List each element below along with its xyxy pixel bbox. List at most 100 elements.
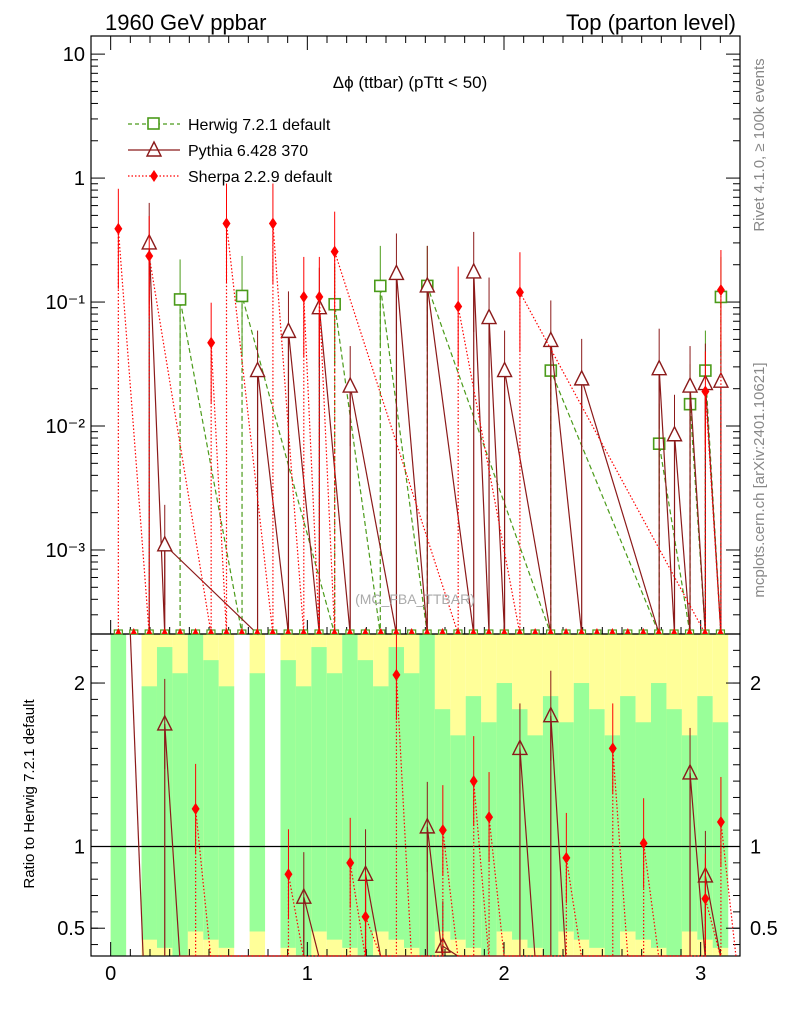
- ratio-band-green: [589, 709, 605, 948]
- herwig-point: [235, 289, 249, 303]
- main-ytick-label: 1: [74, 168, 85, 190]
- ratio-band-green: [527, 735, 543, 948]
- herwig-point: [373, 279, 387, 293]
- chart-title: Δϕ (ttbar) (pTtt < 50): [333, 73, 488, 92]
- sherpa-zero-point: [130, 628, 137, 634]
- sherpa-zero-point: [362, 628, 369, 634]
- ratio-band-green: [326, 673, 343, 940]
- ratio-band-green: [373, 686, 389, 932]
- legend-sherpa-label: Sherpa 2.2.9 default: [188, 169, 333, 186]
- ratio-pythia-point: [542, 706, 559, 723]
- pythia-point: [496, 361, 513, 378]
- ratio-sherpa-point: [469, 775, 478, 788]
- ratio-ytick-label: 0.5: [57, 918, 85, 940]
- ratio-band-green: [357, 660, 374, 956]
- ratio-band-green: [249, 673, 266, 932]
- main-axes: 10 1 10⁻¹ 10⁻² 10⁻³: [46, 36, 740, 634]
- sherpa-point: [515, 286, 524, 299]
- ratio-band-green: [620, 696, 636, 932]
- sherpa-zero-point: [470, 628, 477, 634]
- sherpa-zero-point: [408, 628, 415, 634]
- ratio-sherpa-point: [608, 742, 617, 755]
- ratio-sherpa-point: [361, 910, 370, 923]
- ratio-pythia-point: [681, 763, 699, 780]
- sherpa-point: [454, 300, 463, 313]
- sherpa-zero-point: [454, 628, 461, 634]
- ratio-ytick-label-right: 2: [750, 673, 761, 695]
- ratio-uncertainty-bands: [110, 634, 729, 956]
- pythia-point: [542, 330, 559, 348]
- ratio-band-green: [496, 683, 513, 932]
- ratio-ylabel: Ratio to Herwig 7.2.1 default: [21, 699, 38, 889]
- sherpa-zero-point: [593, 628, 600, 634]
- sherpa-zero-point: [424, 628, 431, 634]
- sherpa-zero-point: [624, 628, 631, 634]
- sherpa-zero-point: [238, 628, 245, 634]
- main-ytick-label: 10⁻³: [46, 540, 86, 562]
- ratio-line-1: [195, 674, 737, 957]
- sherpa-zero-point: [640, 628, 647, 634]
- sherpa-zero-point: [655, 628, 662, 634]
- ratio-band-green: [311, 647, 327, 932]
- sherpa-zero-point: [254, 628, 261, 634]
- sherpa-zero-point: [609, 628, 616, 634]
- xtick-label: 0: [105, 963, 116, 985]
- ratio-ytick-label-right: 1: [750, 836, 761, 858]
- ratio-ytick-label: 2: [74, 673, 85, 695]
- ratio-sherpa-point: [639, 837, 648, 850]
- ratio-band-green: [110, 634, 127, 956]
- ratio-band-green: [388, 647, 404, 940]
- sherpa-zero-point: [223, 628, 230, 634]
- ratio-pythia-point: [511, 738, 529, 756]
- watermark: (MC_FBA_TTBAR): [355, 591, 475, 607]
- sherpa-point: [222, 217, 231, 230]
- ratio-band-green: [666, 709, 682, 956]
- pythia-point: [388, 263, 405, 281]
- sherpa-zero-point: [146, 628, 153, 634]
- pythia-point: [651, 359, 668, 376]
- sherpa-point: [145, 250, 154, 263]
- ratio-sherpa-point: [284, 868, 293, 881]
- pythia-point: [480, 307, 498, 325]
- sherpa-zero-point: [686, 628, 693, 634]
- sherpa-zero-point: [346, 628, 353, 634]
- ratio-sherpa-point: [562, 851, 571, 864]
- ratio-band-green: [218, 686, 235, 948]
- sherpa-zero-point: [547, 628, 554, 634]
- legend-pythia: Pythia 6.428 370: [128, 140, 308, 160]
- ratio-sherpa-point: [701, 892, 710, 905]
- ratio-sherpa-point: [716, 815, 725, 828]
- series-line-2: [117, 223, 722, 635]
- herwig-point: [173, 293, 187, 306]
- header-right: Top (parton level): [566, 10, 736, 35]
- xtick-label: 3: [695, 963, 706, 985]
- sherpa-point: [299, 290, 308, 303]
- ratio-band-green: [342, 634, 358, 948]
- ratio-ytick-label: 1: [74, 836, 85, 858]
- sherpa-zero-point: [285, 628, 292, 634]
- rivet-label: Rivet 4.1.0, ≥ 100k events: [751, 58, 768, 231]
- ratio-ytick-label-right: 0.5: [750, 918, 778, 940]
- pythia-point: [280, 321, 297, 339]
- legend-herwig: Herwig 7.2.1 default: [128, 117, 331, 134]
- legend-sherpa: Sherpa 2.2.9 default: [128, 169, 333, 186]
- sherpa-zero-point: [331, 628, 338, 634]
- sherpa-zero-point: [563, 628, 570, 634]
- ratio-axes: 0.5 0.5 1 1 2 2 0 1 2 3: [57, 649, 778, 985]
- sherpa-point: [114, 222, 123, 235]
- series-line-1: [148, 242, 722, 636]
- ratio-sherpa-point: [191, 802, 200, 815]
- ratio-band-green: [280, 660, 296, 948]
- main-ytick-label: 10: [63, 44, 85, 66]
- sherpa-zero-point: [377, 628, 384, 634]
- pythia-point: [666, 425, 683, 442]
- mcplots-label: mcplots.cern.ch [arXiv:2401.10621]: [751, 362, 768, 597]
- pythia-point: [156, 535, 173, 552]
- sherpa-point: [315, 290, 324, 303]
- ratio-band-green: [403, 673, 420, 948]
- sherpa-zero-point: [501, 628, 508, 634]
- ratio-sherpa-point: [392, 668, 401, 681]
- main-series: [113, 183, 730, 636]
- sherpa-zero-point: [532, 628, 539, 634]
